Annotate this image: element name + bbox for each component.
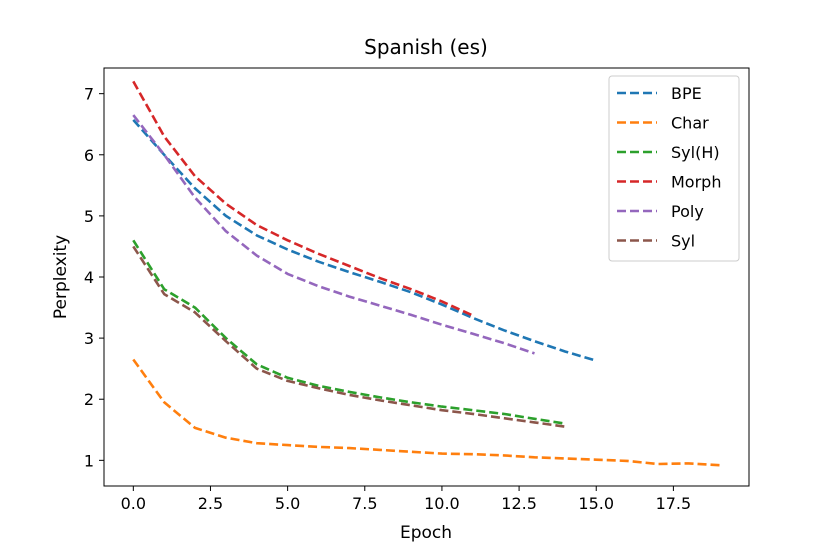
x-tick-label: 0.0 <box>121 494 146 513</box>
y-tick-label: 2 <box>84 390 94 409</box>
x-tick-label: 2.5 <box>198 494 223 513</box>
legend-box <box>608 75 740 262</box>
legend-label: Char <box>671 114 709 133</box>
y-tick-label: 5 <box>84 207 94 226</box>
y-tick-label: 1 <box>84 451 94 470</box>
series-layer <box>132 80 720 467</box>
legend-label: Poly <box>671 202 704 221</box>
x-tick-label: 12.5 <box>501 494 537 513</box>
legend-label: Morph <box>671 173 721 192</box>
legend: BPE Char Syl(H) Morph Poly Syl <box>608 75 740 262</box>
legend-label: BPE <box>671 84 702 103</box>
x-tick-label: 17.5 <box>656 494 692 513</box>
y-tick-label: 4 <box>84 268 94 287</box>
y-tick-label: 6 <box>84 146 94 165</box>
legend-label: Syl <box>671 232 695 251</box>
series-line-char <box>132 358 720 467</box>
series-line-syl-h <box>132 239 566 425</box>
x-tick-label: 5.0 <box>275 494 300 513</box>
x-tick-label: 7.5 <box>352 494 377 513</box>
y-axis-label: Perplexity <box>51 235 71 319</box>
x-tick-label: 15.0 <box>578 494 614 513</box>
series-line-syl <box>132 245 566 428</box>
series-line-bpe <box>132 119 597 362</box>
x-axis-label: Epoch <box>400 523 452 543</box>
chart-title: Spanish (es) <box>364 35 488 59</box>
series-line-poly <box>132 114 535 355</box>
legend-label: Syl(H) <box>671 143 720 162</box>
x-tick-label: 10.0 <box>424 494 460 513</box>
x-axis: 0.0 2.5 5.0 7.5 10.0 12.5 15.0 17.5 <box>121 486 692 513</box>
y-tick-label: 3 <box>84 329 94 348</box>
series-line-morph <box>132 80 474 317</box>
y-tick-label: 7 <box>84 85 94 104</box>
y-axis: 1 2 3 4 5 6 7 <box>84 85 104 470</box>
